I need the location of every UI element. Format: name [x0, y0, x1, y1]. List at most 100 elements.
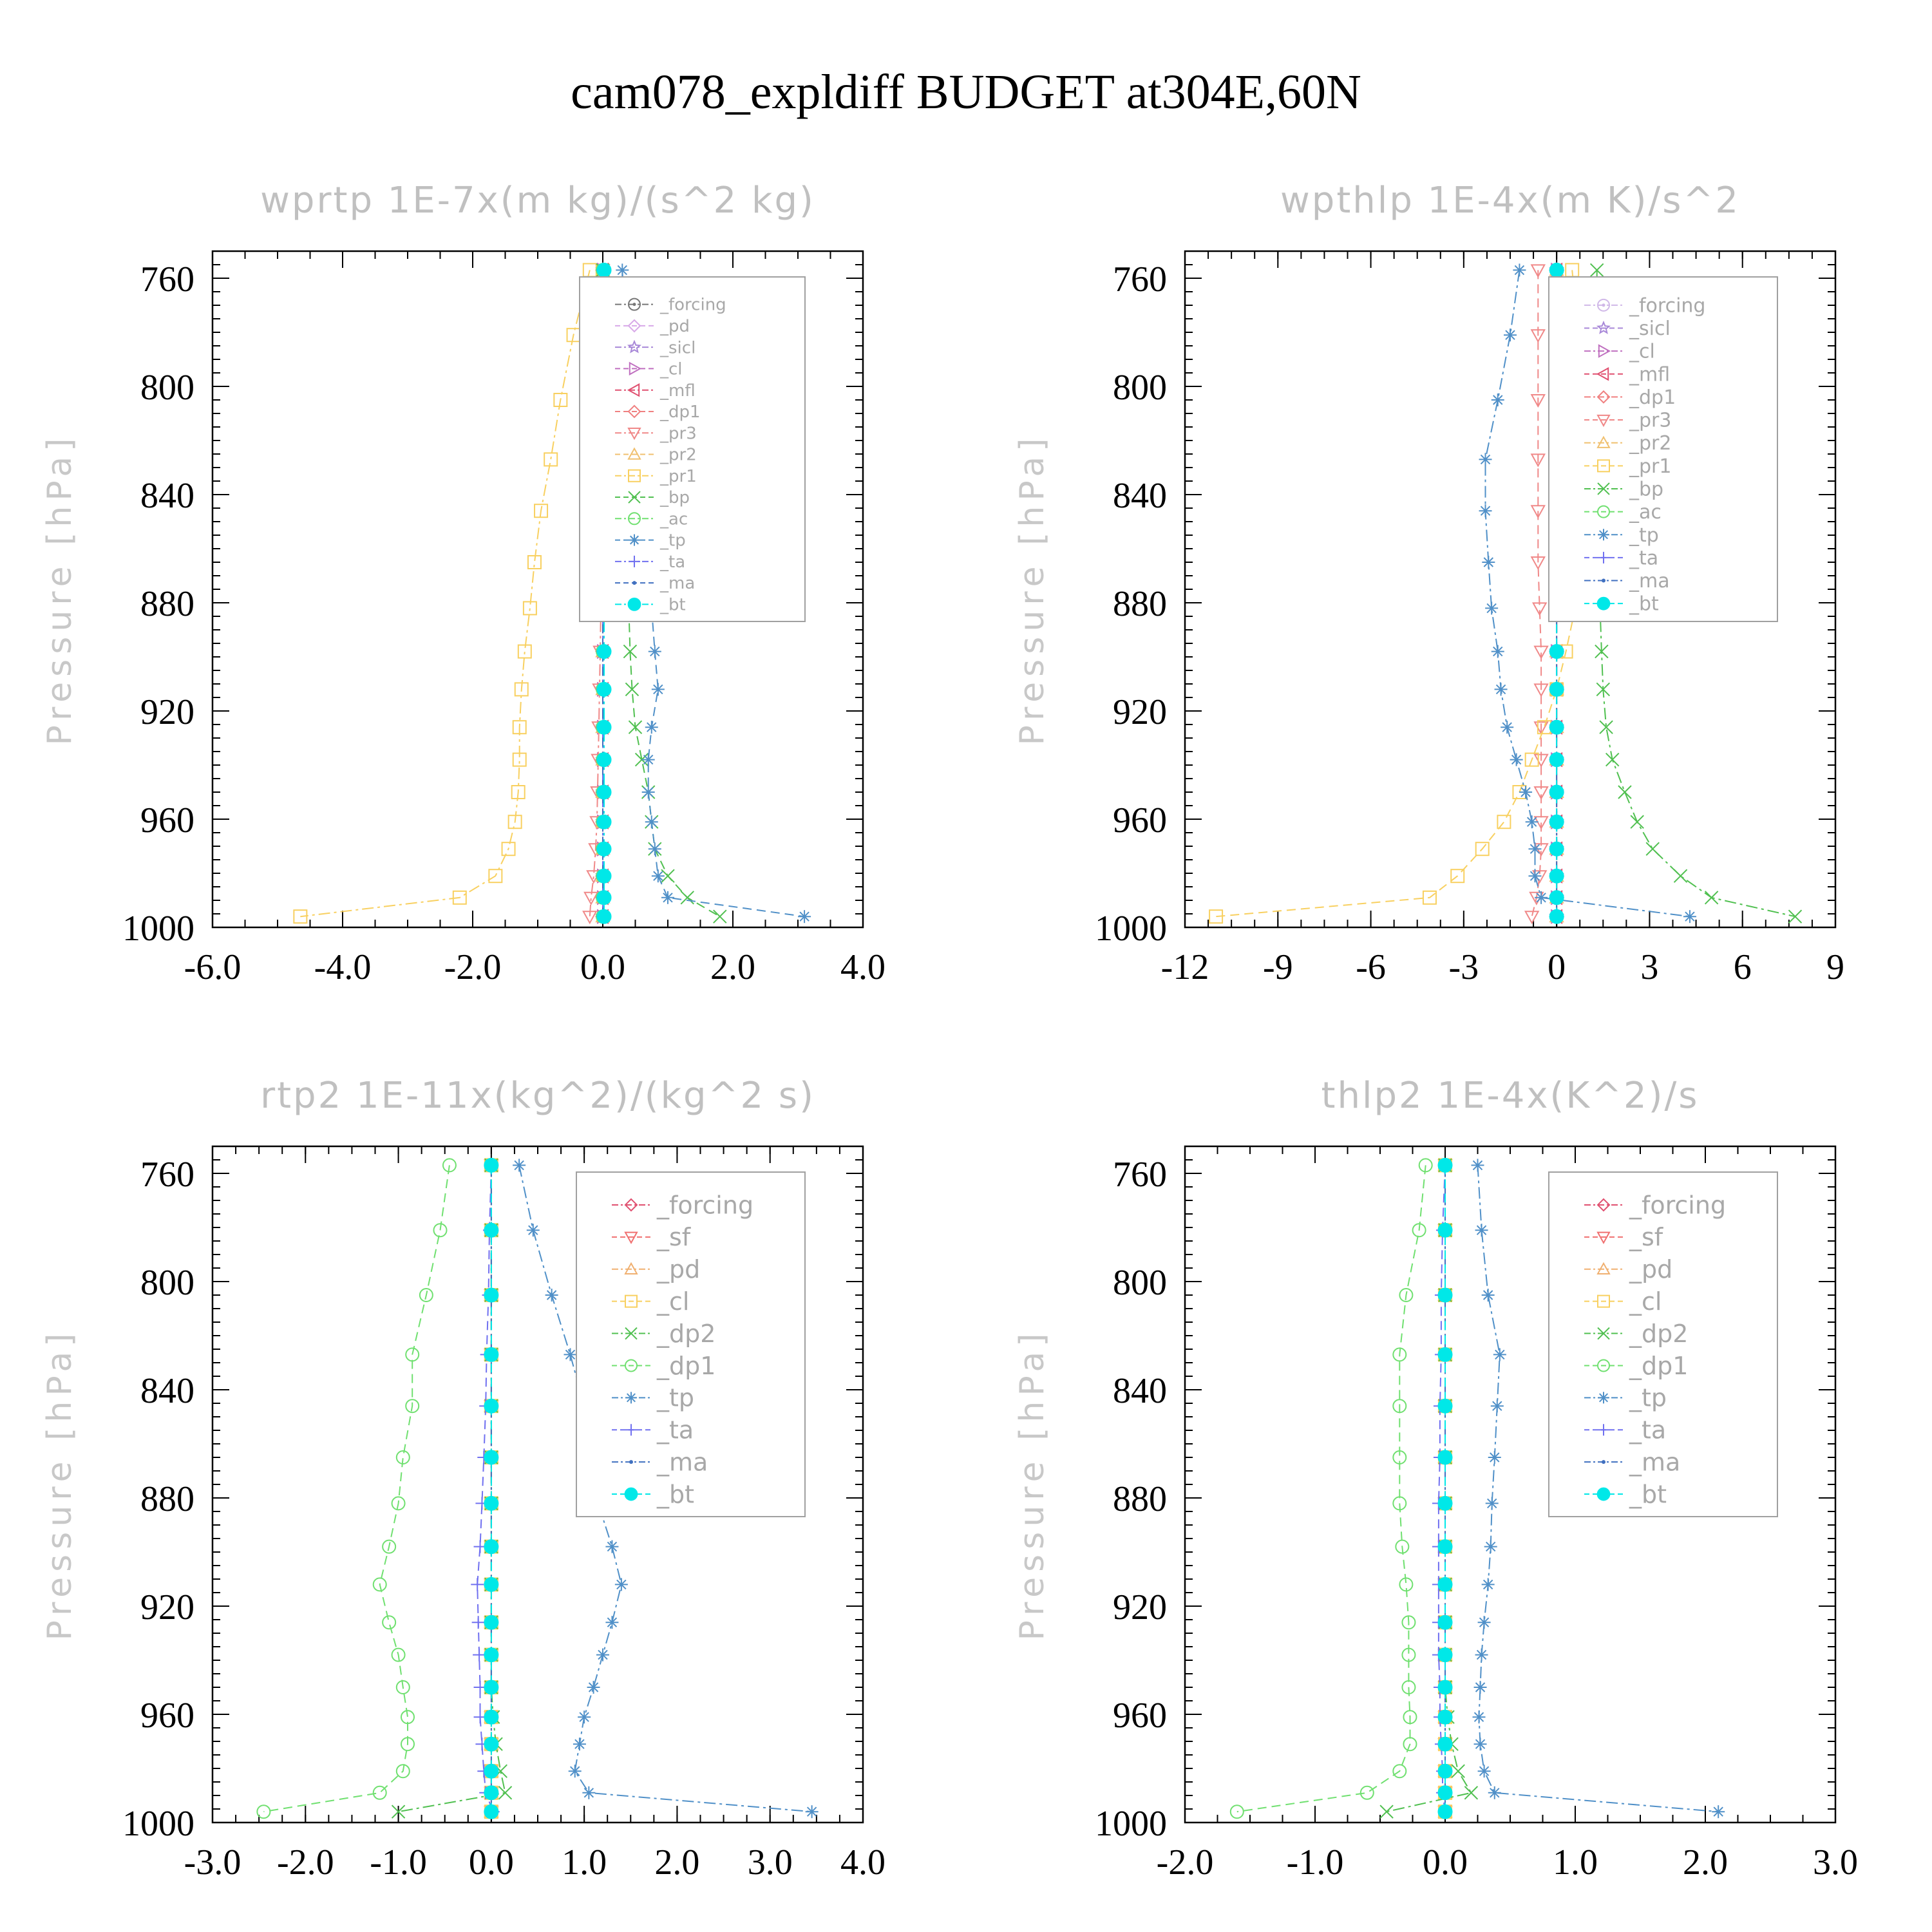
y-tick-label: 920 — [1113, 692, 1167, 732]
data-point — [293, 909, 308, 924]
data-point — [1596, 682, 1610, 697]
x-tick-label: 6 — [1734, 947, 1752, 987]
data-point — [1673, 869, 1688, 883]
data-point — [1589, 263, 1604, 278]
legend-item: _pd — [1584, 1255, 1672, 1283]
y-tick-label: 800 — [1113, 368, 1167, 408]
data-point — [625, 682, 639, 697]
data-point — [1533, 786, 1549, 800]
y-tick-label: 880 — [140, 584, 194, 624]
x-tick-label: -12 — [1161, 947, 1209, 987]
legend-label: _ma — [1629, 1448, 1680, 1476]
data-point — [471, 1616, 485, 1629]
legend-marker — [1596, 1487, 1611, 1501]
data-point — [805, 1805, 819, 1819]
legend-item: _ma — [612, 1448, 708, 1476]
data-point — [648, 842, 661, 856]
legend-item: _pr2 — [615, 446, 697, 465]
legend: _forcing _sf _pd _cl _dp2 _dp1 _tp _ta _ma _bt — [576, 1171, 806, 1517]
data-point — [1788, 909, 1803, 923]
legend-marker — [1596, 367, 1609, 381]
data-point — [512, 752, 527, 767]
data-point — [401, 1737, 415, 1752]
data-point — [1530, 264, 1546, 278]
data-point — [1412, 1223, 1426, 1238]
data-point — [1450, 869, 1465, 884]
data-point — [1599, 720, 1613, 734]
legend-label: _bt — [659, 595, 686, 614]
legend-marker — [1596, 1262, 1611, 1274]
x-tick-label: 2.0 — [710, 947, 755, 987]
legend-marker — [1597, 505, 1610, 518]
data-point — [1471, 1159, 1484, 1172]
data-point — [1488, 1451, 1501, 1464]
data-point — [1549, 752, 1564, 768]
data-point — [1549, 909, 1564, 924]
legend-label: _ma — [659, 574, 695, 593]
x-tick-label: -1.0 — [1287, 1842, 1344, 1882]
data-point — [545, 1289, 558, 1302]
panel-title: thlp2 1E-4x(K^2)/s — [1321, 1075, 1700, 1117]
data-point — [661, 891, 674, 904]
data-point — [1437, 1804, 1453, 1819]
data-point — [596, 752, 612, 768]
y-axis-label: Pressure [hPa] — [41, 433, 79, 746]
legend-marker — [624, 1231, 638, 1244]
data-point — [1475, 842, 1490, 857]
data-point — [391, 1804, 406, 1819]
data-point — [1475, 1648, 1488, 1662]
data-point — [628, 720, 643, 734]
data-point — [1481, 1289, 1495, 1302]
legend-item: _pd — [612, 1255, 700, 1283]
chart-panel-1: wprtp 1E-7x(m kg)/(s^2 kg) Pressure [hPa]… — [41, 180, 886, 987]
data-point — [1481, 1578, 1495, 1591]
data-point — [651, 683, 665, 696]
data-point — [1477, 1765, 1491, 1778]
legend-marker — [625, 1294, 638, 1308]
legend-label: _ma — [656, 1448, 708, 1476]
data-point — [1549, 890, 1564, 905]
x-tick-label: 0 — [1548, 947, 1566, 987]
legend-label: _forcing — [656, 1191, 753, 1219]
data-point — [648, 645, 661, 658]
data-point — [645, 815, 658, 829]
legend-marker — [1596, 320, 1611, 334]
y-tick-label: 920 — [140, 1587, 194, 1627]
data-point — [596, 681, 612, 697]
data-point — [1399, 1577, 1414, 1592]
legend-item: _bp — [615, 488, 690, 507]
data-point — [484, 1495, 499, 1511]
data-point — [1525, 815, 1539, 829]
data-point — [596, 644, 612, 659]
legend-item: _dp1 — [1584, 386, 1676, 409]
x-tick-label: 3 — [1640, 947, 1658, 987]
legend-marker — [627, 383, 640, 397]
data-point — [1485, 1497, 1499, 1510]
y-tick-label: 920 — [140, 692, 194, 732]
y-tick-label: 800 — [140, 368, 194, 408]
y-axis-label: Pressure [hPa] — [41, 1329, 79, 1641]
legend-label: _ta — [659, 553, 685, 572]
data-point — [513, 1159, 526, 1172]
legend-label: _pr2 — [1629, 432, 1671, 455]
y-tick-label: 1000 — [122, 909, 194, 949]
data-point — [1437, 1785, 1453, 1801]
data-point — [484, 1647, 499, 1663]
x-tick-label: -2.0 — [1157, 1842, 1214, 1882]
x-tick-label: 3.0 — [748, 1842, 793, 1882]
data-point — [587, 1681, 600, 1694]
legend-item: _sicl — [615, 338, 696, 357]
figure-title: cam078_expldiff BUDGET at304E,60N — [571, 65, 1361, 119]
legend-marker — [625, 1424, 637, 1436]
data-point — [1209, 909, 1224, 924]
data-point — [1403, 1710, 1417, 1725]
legend-label: _mfl — [1629, 363, 1670, 386]
data-point — [433, 1223, 448, 1238]
data-point — [372, 1577, 387, 1592]
data-point — [484, 1157, 499, 1173]
data-point — [1437, 1287, 1453, 1303]
data-point — [1451, 1764, 1465, 1778]
panel-title: wprtp 1E-7x(m kg)/(s^2 kg) — [260, 180, 815, 222]
data-point — [1528, 869, 1542, 883]
data-point — [1392, 1496, 1407, 1511]
